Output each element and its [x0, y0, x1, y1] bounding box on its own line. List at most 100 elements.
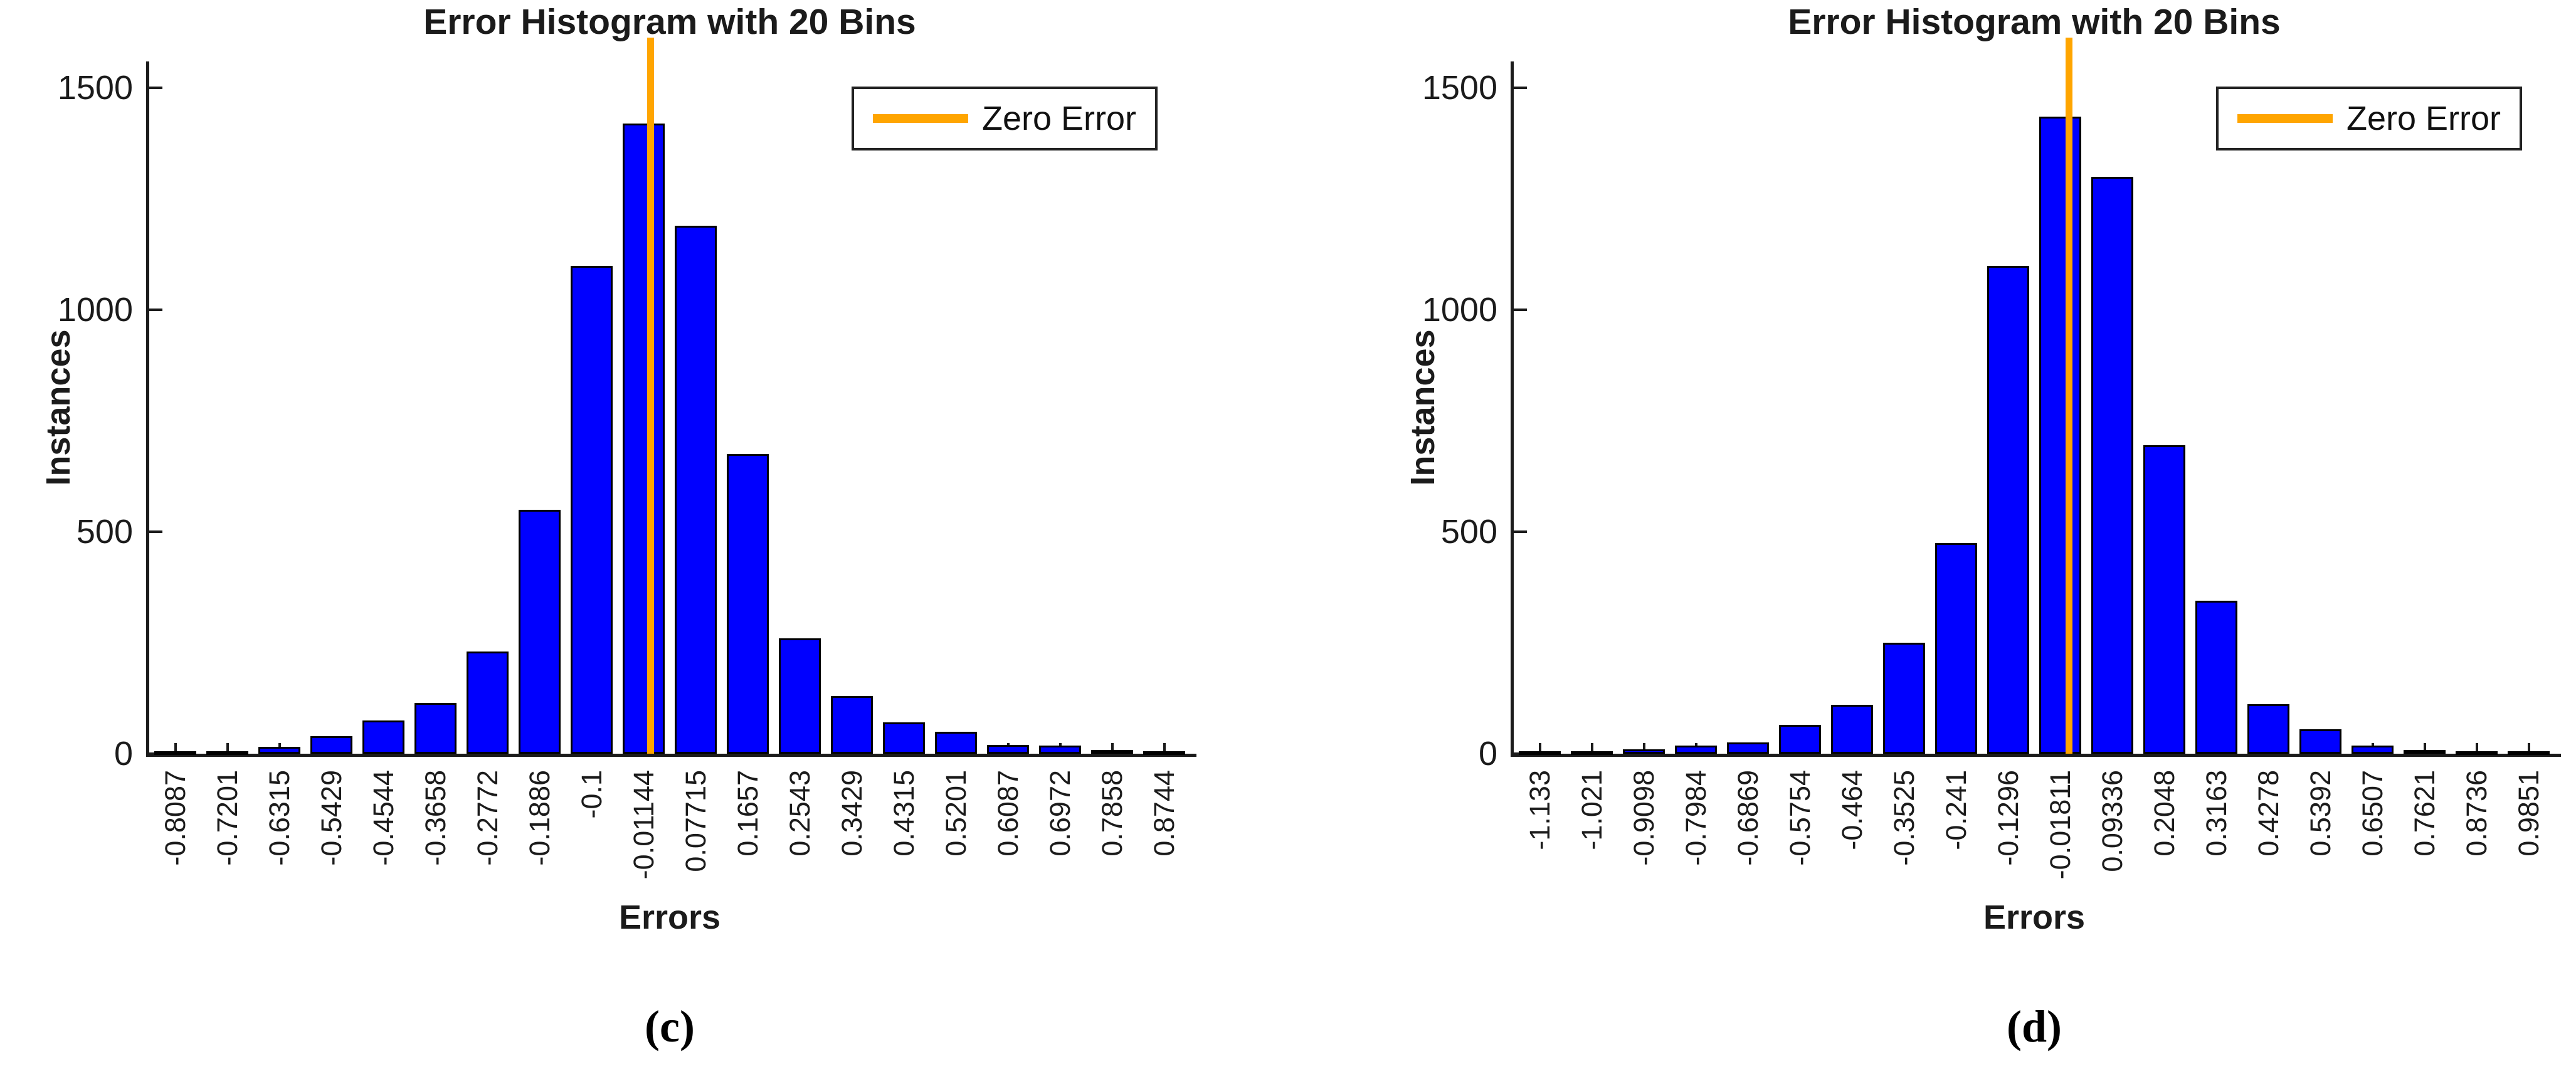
- histogram-bar: [1623, 749, 1665, 754]
- histogram-bar: [1935, 542, 1977, 754]
- histogram-bar: [2456, 751, 2498, 755]
- y-tick-mark: [1514, 87, 1527, 90]
- x-tick-label: 0.6972: [1043, 770, 1076, 857]
- histogram-bar: [1727, 742, 1769, 754]
- histogram-bar: [258, 746, 300, 754]
- x-tick-label: -0.6869: [1731, 770, 1764, 866]
- zero-error-line-swatch: [872, 114, 968, 123]
- x-tick-mark: [2475, 743, 2478, 754]
- y-tick-label: 500: [1440, 513, 1497, 551]
- y-tick-label: 1000: [1422, 291, 1497, 329]
- x-tick-label: -0.4544: [367, 770, 399, 866]
- x-tick-mark: [1163, 743, 1166, 754]
- histogram-bar: [1143, 751, 1185, 755]
- x-tick-label: 0.6507: [2356, 770, 2389, 857]
- panel-d: Error Histogram with 20 Bins Instances E…: [1288, 0, 2576, 1071]
- x-tick-label: -0.464: [1835, 770, 1868, 850]
- legend-label: Zero Error: [981, 100, 1136, 137]
- y-tick-label: 1500: [1422, 69, 1497, 107]
- chart-title: Error Histogram with 20 Bins: [423, 2, 916, 42]
- zero-error-line: [2065, 38, 2072, 754]
- x-tick-label: 0.2543: [783, 770, 816, 857]
- x-tick-mark: [2423, 743, 2426, 754]
- histogram-bar: [2195, 600, 2237, 754]
- x-tick-label: 0.3429: [835, 770, 868, 857]
- x-tick-label: -0.1886: [523, 770, 556, 866]
- x-tick-label: -0.8087: [159, 770, 191, 866]
- histogram-bar: [206, 751, 248, 755]
- x-tick-label: -0.1296: [1992, 770, 2024, 866]
- histogram-bar: [1987, 265, 2029, 754]
- subfigure-caption: (c): [645, 1001, 695, 1052]
- x-axis-label: Errors: [1983, 899, 2086, 936]
- histogram-bar: [935, 731, 977, 754]
- histogram-bar: [779, 638, 821, 754]
- x-tick-label: 0.1657: [731, 770, 764, 857]
- histogram-bar: [883, 722, 925, 754]
- histogram-bar: [675, 225, 717, 754]
- x-tick-label: -0.01144: [627, 770, 660, 880]
- x-tick-mark: [1642, 743, 1645, 754]
- y-tick-label: 0: [1478, 735, 1497, 773]
- x-tick-label: -0.7201: [211, 770, 243, 866]
- histogram-bar: [1779, 725, 1821, 754]
- x-tick-label: 0.7858: [1095, 770, 1128, 857]
- y-axis-label: Instances: [40, 329, 77, 486]
- y-tick-mark: [1514, 530, 1527, 534]
- histogram-bar: [467, 652, 509, 754]
- histogram-bar: [1039, 746, 1081, 754]
- histogram-bar: [414, 702, 457, 754]
- legend-label: Zero Error: [2346, 100, 2501, 137]
- histogram-bar: [1571, 751, 1613, 755]
- panel-c: Error Histogram with 20 Bins Instances E…: [40, 2, 1196, 1052]
- x-tick-mark: [174, 743, 177, 754]
- x-tick-label: -0.7984: [1679, 770, 1712, 866]
- histogram-bar: [2143, 445, 2185, 754]
- x-tick-mark: [2527, 743, 2530, 754]
- subfigure-caption: (d): [2007, 1001, 2062, 1052]
- y-tick-label: 500: [76, 513, 133, 551]
- histogram-bar: [1091, 750, 1133, 754]
- x-tick-label: 0.09336: [2096, 770, 2128, 872]
- x-tick-label: 0.4315: [887, 770, 920, 857]
- x-tick-label: 0.8744: [1148, 770, 1180, 857]
- x-tick-label: 0.7621: [2408, 770, 2441, 857]
- x-tick-mark: [226, 743, 229, 754]
- x-tick-label: -0.3525: [1887, 770, 1920, 866]
- x-tick-label: -0.9098: [1627, 770, 1660, 866]
- histogram-bar: [310, 736, 352, 754]
- x-tick-label: 0.6087: [991, 770, 1024, 857]
- y-tick-mark: [149, 87, 162, 90]
- histogram-bar: [623, 124, 665, 754]
- legend: Zero Error: [851, 87, 1158, 150]
- x-tick-label: -0.5754: [1783, 770, 1816, 866]
- x-tick-label: -0.241: [1940, 770, 1972, 850]
- histogram-bar: [727, 454, 769, 754]
- x-tick-mark: [1590, 743, 1593, 754]
- y-tick-mark: [149, 309, 162, 312]
- histogram-bar: [154, 751, 196, 755]
- x-axis-line: [146, 754, 1196, 757]
- x-tick-label: -0.5429: [315, 770, 347, 866]
- x-tick-label: -0.2772: [471, 770, 504, 866]
- histogram-bar: [987, 744, 1029, 754]
- x-tick-label: -0.3658: [419, 770, 451, 866]
- y-axis-line: [1511, 61, 1514, 757]
- histogram-bar: [2247, 704, 2289, 754]
- x-tick-label: 0.9851: [2512, 770, 2545, 857]
- x-tick-label: 0.5201: [939, 770, 972, 857]
- histogram-bar: [362, 720, 404, 754]
- y-tick-mark: [1514, 309, 1527, 312]
- x-axis-line: [1511, 754, 2561, 757]
- x-tick-label: -1.133: [1523, 770, 1556, 850]
- histogram-bar: [2091, 177, 2133, 754]
- histogram-bar: [2508, 751, 2550, 755]
- histogram-bar: [831, 696, 873, 754]
- x-tick-label: 0.2048: [2148, 770, 2180, 857]
- histogram-bar: [1883, 643, 1925, 754]
- x-tick-label: 0.5392: [2304, 770, 2336, 857]
- histogram-bar: [2039, 117, 2081, 754]
- x-tick-label: 0.4278: [2252, 770, 2284, 857]
- y-tick-label: 1000: [57, 291, 133, 329]
- x-tick-mark: [1111, 743, 1114, 754]
